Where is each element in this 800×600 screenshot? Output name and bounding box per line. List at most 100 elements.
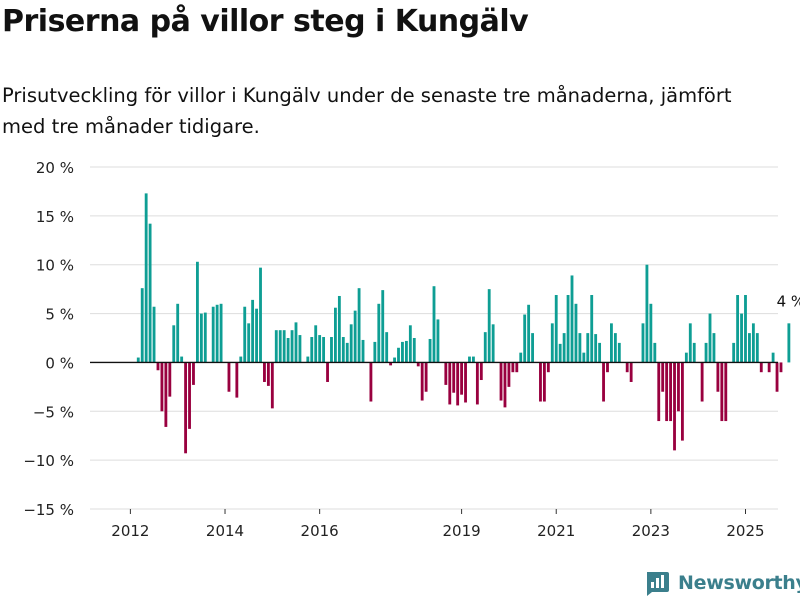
bar — [617, 342, 621, 363]
bar — [570, 275, 574, 363]
bar — [436, 319, 440, 363]
bar — [499, 362, 503, 401]
bar — [586, 333, 590, 363]
bar — [744, 295, 747, 363]
bar — [259, 267, 262, 363]
bar — [227, 362, 231, 392]
newsworthy-logo-text: Newsworthy — [678, 572, 800, 594]
bar — [247, 323, 251, 363]
x-tick-label: 2019 — [443, 522, 481, 540]
bar — [420, 362, 424, 401]
bar — [657, 362, 661, 422]
bar — [188, 362, 191, 429]
newsworthy-logo-icon — [647, 572, 669, 596]
bar — [598, 342, 602, 363]
bar — [298, 335, 302, 363]
bar — [736, 295, 740, 363]
bar — [164, 362, 168, 427]
bar — [136, 357, 140, 363]
bar — [266, 362, 270, 386]
bar — [156, 362, 160, 371]
bar — [460, 362, 464, 395]
bar-chart: −15 % −10 % −5 % 0 % 5 % 10 % 15 % 20 % 2012 2014… — [23, 159, 800, 540]
bar — [487, 289, 491, 363]
bar — [330, 337, 333, 363]
bar — [704, 342, 708, 363]
bar — [610, 323, 613, 363]
bar — [196, 261, 199, 363]
bar — [677, 362, 680, 412]
bar — [732, 342, 736, 363]
bar — [452, 362, 456, 393]
bar — [479, 362, 483, 381]
bar — [673, 362, 676, 451]
bar — [456, 362, 460, 406]
bar — [192, 362, 195, 385]
bar — [274, 330, 278, 363]
bar — [720, 362, 724, 422]
bar — [767, 362, 771, 373]
bar — [393, 357, 396, 363]
bar — [286, 338, 290, 363]
bar — [771, 352, 775, 363]
bar — [483, 332, 487, 363]
bar — [700, 362, 704, 402]
bar — [235, 362, 239, 398]
bar — [546, 362, 550, 373]
bar — [444, 362, 448, 385]
y-tick-label: 20 % — [36, 159, 74, 177]
bar — [270, 362, 274, 409]
bar — [554, 295, 558, 363]
bar — [353, 310, 357, 363]
bar — [511, 362, 515, 373]
bar — [255, 308, 258, 363]
bar — [578, 333, 582, 363]
bar — [172, 325, 176, 363]
bar — [503, 362, 507, 408]
bar — [688, 323, 692, 363]
bar — [314, 325, 318, 363]
bar — [412, 338, 416, 363]
bar — [472, 356, 475, 363]
bar — [251, 299, 255, 363]
bar — [243, 306, 247, 363]
bar — [306, 356, 310, 363]
bar — [590, 295, 594, 363]
y-tick-label: −10 % — [23, 452, 74, 470]
y-tick-label: −15 % — [23, 501, 74, 519]
bar — [448, 362, 452, 405]
y-tick-label: −5 % — [33, 403, 74, 421]
bar — [716, 362, 720, 392]
bar — [507, 362, 511, 387]
bar — [361, 339, 365, 363]
bar — [334, 307, 337, 363]
bar — [712, 333, 716, 363]
bar — [148, 223, 152, 363]
bar — [322, 337, 326, 363]
bar — [491, 324, 495, 363]
bar — [176, 303, 180, 363]
bar — [357, 288, 361, 363]
bar — [558, 343, 562, 363]
bar — [523, 314, 527, 363]
bar — [404, 340, 408, 363]
bar — [475, 362, 479, 405]
bar — [349, 324, 353, 363]
bar — [385, 332, 389, 363]
bar — [748, 333, 751, 363]
x-tick-label: 2025 — [726, 522, 764, 540]
bar — [184, 362, 188, 454]
bar — [582, 352, 586, 363]
bar — [140, 288, 144, 363]
bar — [594, 334, 598, 363]
bar — [629, 362, 633, 382]
bar — [751, 323, 755, 363]
bar — [468, 356, 471, 363]
bar — [381, 290, 385, 363]
bar — [278, 330, 282, 363]
bar — [680, 362, 684, 441]
bar — [684, 352, 688, 363]
newsworthy-logo: Newsworthy — [644, 568, 800, 598]
bar — [239, 356, 243, 363]
bar — [787, 323, 791, 363]
